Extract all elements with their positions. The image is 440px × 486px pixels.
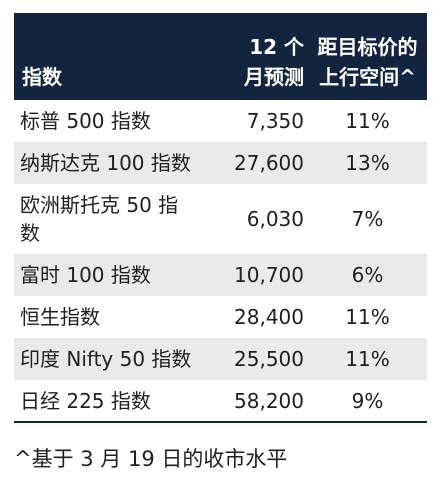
upside-value: 11% xyxy=(345,305,390,329)
index-name: 印度 Nifty 50 指数 xyxy=(20,347,192,371)
forecast-value: 7,350 xyxy=(246,109,304,133)
footnote: ^基于 3 月 19 日的收市水平 xyxy=(14,447,288,471)
header-upside-line2: 上行空间^ xyxy=(319,65,416,89)
table-row: 富时 100 指数 10,700 6% xyxy=(14,254,427,296)
header-12m-forecast: 12 个 月预测 xyxy=(219,13,308,100)
header-index-name: 指数 xyxy=(14,13,219,100)
header-row: 指数 12 个 月预测 距目标价的 上行空间^ xyxy=(14,13,427,100)
index-name: 恒生指数 xyxy=(20,305,100,329)
table-row: 欧洲斯托克 50 指 数 6,030 7% xyxy=(14,184,427,254)
upside-value: 11% xyxy=(345,109,390,133)
index-name: 富时 100 指数 xyxy=(20,263,151,287)
index-name-line2: 数 xyxy=(20,221,40,245)
index-name: 纳斯达克 100 指数 xyxy=(20,151,191,175)
table-body: 标普 500 指数 7,350 11% 纳斯达克 100 指数 27,600 1… xyxy=(14,100,427,423)
upside-value: 7% xyxy=(351,207,384,231)
forecast-value: 58,200 xyxy=(219,380,308,423)
table-row: 标普 500 指数 7,350 11% xyxy=(14,100,427,142)
header-forecast-line2: 月预测 xyxy=(244,65,304,89)
upside-value: 13% xyxy=(345,151,390,175)
upside-value: 9% xyxy=(308,380,427,423)
index-forecast-table: 指数 12 个 月预测 距目标价的 上行空间^ 标普 500 指数 7,350 … xyxy=(14,13,427,423)
index-name: 欧洲斯托克 50 指 数 xyxy=(14,184,219,254)
header-upside: 距目标价的 上行空间^ xyxy=(308,13,427,100)
index-name: 标普 500 指数 xyxy=(20,109,151,133)
forecast-value: 10,700 xyxy=(234,263,304,287)
header-index-name-label: 指数 xyxy=(22,65,62,89)
table-row: 印度 Nifty 50 指数 25,500 11% xyxy=(14,338,427,380)
forecast-value: 28,400 xyxy=(234,305,304,329)
header-upside-line1: 距目标价的 xyxy=(317,35,418,59)
upside-value: 11% xyxy=(345,347,390,371)
table-row: 恒生指数 28,400 11% xyxy=(14,296,427,338)
forecast-value: 27,600 xyxy=(234,151,304,175)
index-name: 日经 225 指数 xyxy=(14,380,219,423)
table-row: 日经 225 指数 58,200 9% xyxy=(14,380,427,423)
table-row: 纳斯达克 100 指数 27,600 13% xyxy=(14,142,427,184)
forecast-value: 6,030 xyxy=(246,207,304,231)
index-name-line1: 欧洲斯托克 50 指 xyxy=(20,193,179,217)
header-forecast-line1: 12 个 xyxy=(249,35,304,59)
forecast-value: 25,500 xyxy=(234,347,304,371)
table-header: 指数 12 个 月预测 距目标价的 上行空间^ xyxy=(14,13,427,100)
upside-value: 6% xyxy=(351,263,384,287)
